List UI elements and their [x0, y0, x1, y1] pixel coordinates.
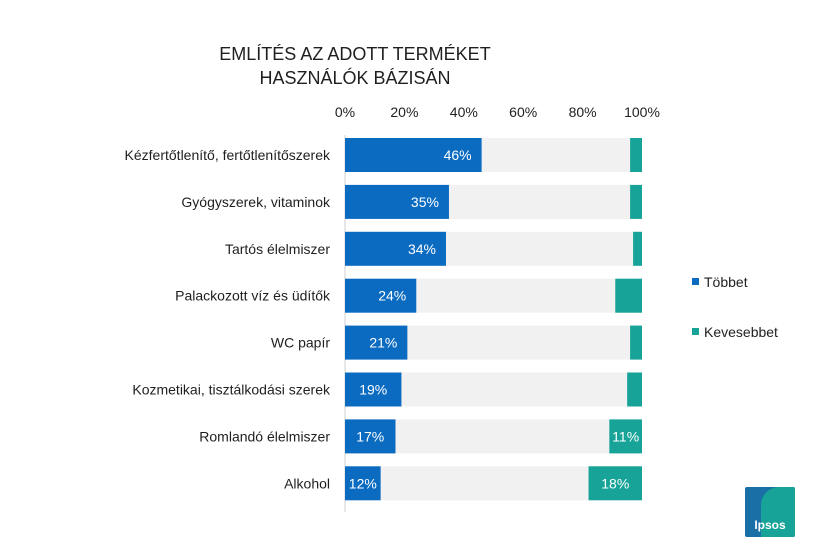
bar-tobbet — [345, 419, 396, 454]
category-label: WC papír — [271, 335, 330, 351]
category-label: Tartós élelmiszer — [225, 241, 330, 257]
bar-kevesebbet — [615, 278, 642, 313]
data-label-tobbet: 19% — [359, 382, 387, 398]
bar-kevesebbet — [630, 184, 642, 219]
legend-label-tobbet: Többet — [704, 274, 748, 290]
bar-tobbet — [345, 278, 417, 313]
bar-kevesebbet — [633, 231, 642, 266]
category-label: Romlandó élelmiszer — [199, 428, 330, 444]
bar-tobbet — [345, 138, 482, 172]
x-tick-label: 40% — [450, 104, 478, 120]
chart-title-line1: EMLÍTÉS AZ ADOTT TERMÉKET — [219, 44, 491, 64]
data-label-tobbet: 35% — [411, 194, 439, 210]
data-label-kevesebbet: 18% — [601, 475, 629, 491]
bar-tobbet — [345, 325, 408, 360]
data-label-tobbet: 24% — [378, 288, 406, 304]
logo-text: Ipsos — [754, 518, 786, 532]
legend-swatch-tobbet — [692, 278, 699, 285]
legend-swatch-kevesebbet — [692, 328, 699, 335]
x-tick-label: 0% — [335, 104, 355, 120]
category-label: Gyógyszerek, vitaminok — [181, 194, 331, 210]
bar-kevesebbet — [588, 466, 642, 501]
data-label-tobbet: 17% — [356, 428, 384, 444]
bar-tobbet — [345, 466, 381, 501]
data-label-tobbet: 46% — [444, 147, 472, 163]
bar-tobbet — [345, 372, 402, 407]
category-label: Palackozott víz és üdítők — [175, 288, 331, 304]
bar-tobbet — [345, 184, 449, 219]
bar-kevesebbet — [630, 138, 642, 172]
logo-shape — [761, 487, 795, 537]
chart-title-line2: HASZNÁLÓK BÁZISÁN — [259, 68, 451, 88]
data-label-kevesebbet: 11% — [612, 428, 639, 444]
bar-kevesebbet — [627, 372, 642, 407]
bar-kevesebbet — [609, 419, 642, 454]
x-tick-label: 100% — [624, 104, 660, 120]
ipsos-logo: Ipsos — [745, 487, 795, 537]
chart-title: EMLÍTÉS AZ ADOTT TERMÉKET HASZNÁLÓK BÁZI… — [190, 42, 520, 90]
category-label: Kozmetikai, tisztálkodási szerek — [132, 382, 331, 398]
data-label-tobbet: 21% — [369, 335, 397, 351]
category-label: Kézfertőtlenítő, fertőtlenítőszerek — [125, 147, 331, 163]
legend-label-kevesebbet: Kevesebbet — [704, 324, 778, 340]
category-label: Alkohol — [284, 475, 330, 491]
x-tick-label: 20% — [390, 104, 418, 120]
x-tick-label: 80% — [569, 104, 597, 120]
data-label-tobbet: 12% — [349, 475, 377, 491]
data-label-tobbet: 34% — [408, 241, 436, 257]
x-tick-label: 60% — [509, 104, 537, 120]
bar-tobbet — [345, 231, 446, 266]
bar-kevesebbet — [630, 325, 642, 360]
